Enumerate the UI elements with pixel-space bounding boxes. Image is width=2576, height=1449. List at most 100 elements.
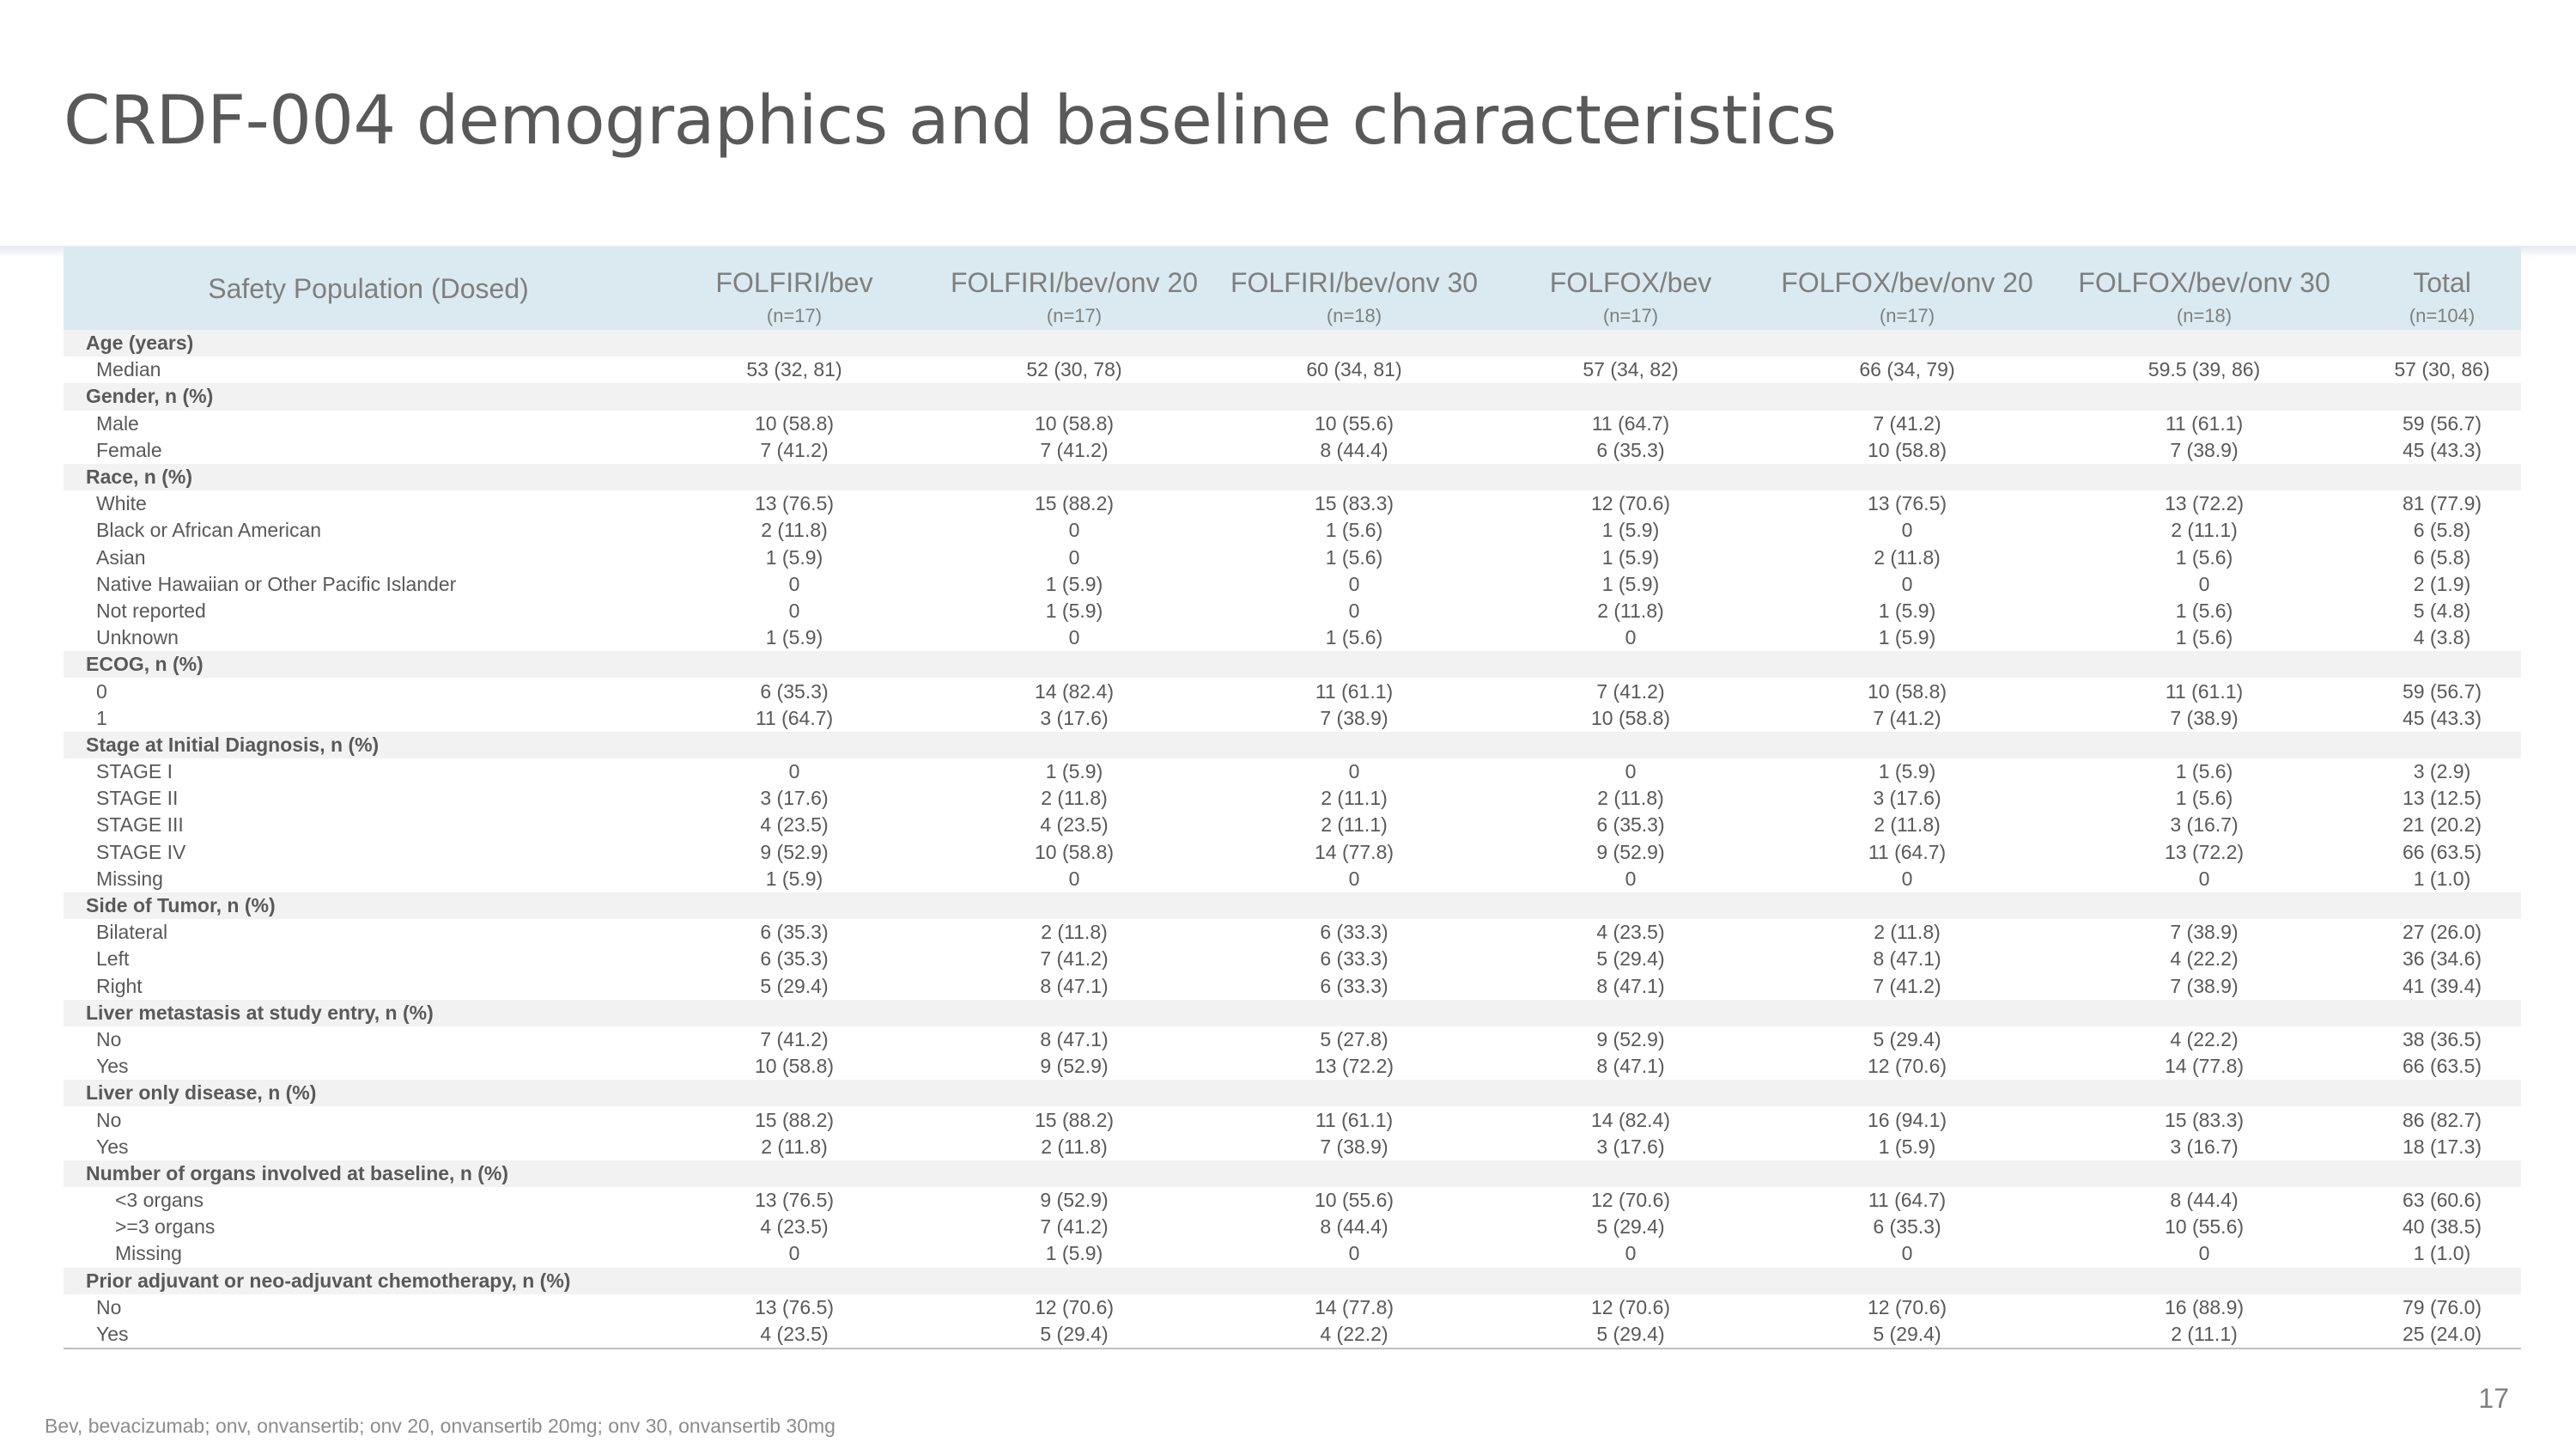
row-label: <3 organs — [115, 1189, 204, 1212]
section-empty-cell — [933, 463, 1216, 491]
table-cell: 16 (88.9) — [2164, 1295, 2245, 1318]
table-cell: 1 (5.6) — [2175, 545, 2233, 569]
table-cell: 8 (47.1) — [1596, 974, 1665, 997]
table-cell: 79 (76.0) — [2402, 1295, 2482, 1318]
table-cell: 6 (33.3) — [1320, 974, 1388, 997]
table-cell: 1 (5.6) — [2175, 626, 2233, 649]
header-row-counts: (n=17) (n=17) (n=18) (n=17) (n=17) (n=18… — [64, 302, 2521, 330]
table-cell: 13 (72.2) — [2164, 840, 2245, 863]
table-cell: 7 (38.9) — [2170, 974, 2239, 997]
section-empty-cell — [933, 731, 1216, 758]
section-empty-cell — [2363, 1080, 2521, 1107]
table-cell: 59 (56.7) — [2402, 679, 2482, 703]
section-empty-cell — [1769, 1080, 2045, 1107]
row-label: Right — [96, 974, 143, 997]
section-empty-cell — [933, 383, 1216, 411]
row-label: STAGE III — [96, 813, 184, 837]
table-cell: 1 (5.6) — [2175, 599, 2233, 622]
section-header-row: Prior adjuvant or neo-adjuvant chemother… — [64, 1267, 2521, 1294]
row-label: No — [96, 1108, 122, 1131]
table-cell: 12 (70.6) — [1590, 1189, 1671, 1212]
table-cell: 8 (44.4) — [1320, 438, 1388, 461]
table-cell: 5 (29.4) — [1873, 1027, 1941, 1050]
table-cell: 1 (5.9) — [1878, 1135, 1936, 1158]
section-empty-cell — [933, 999, 1216, 1026]
table-cell: 0 — [1625, 626, 1637, 649]
table-cell: 3 (16.7) — [2170, 1135, 2239, 1158]
table-cell: 0 — [788, 1242, 800, 1265]
section-empty-cell — [1769, 330, 2045, 357]
section-empty-cell — [933, 1160, 1216, 1187]
table-cell: 4 (3.8) — [2413, 626, 2471, 649]
table-cell: 15 (83.3) — [2164, 1108, 2245, 1131]
section-empty-cell — [1216, 651, 1492, 679]
table-body: Age (years) Median 53 (32, 81) 52 (30, 78) 6… — [64, 330, 2521, 1350]
table-cell: 0 — [788, 599, 800, 622]
section-empty-cell — [2363, 1267, 2521, 1294]
table-row: Yes 4 (23.5) 5 (29.4) 4 (22.2) 5 (29.4) 5 (29… — [64, 1320, 2521, 1350]
table-cell: 2 (11.8) — [1597, 787, 1664, 810]
table-cell: 6 (35.3) — [760, 921, 829, 944]
table-cell: 3 (17.6) — [1873, 787, 1941, 810]
table-cell: 2 (11.8) — [1041, 921, 1108, 944]
section-header-row: Number of organs involved at baseline, n… — [64, 1160, 2521, 1187]
section-label: Gender, n (%) — [64, 383, 656, 411]
section-label: Liver only disease, n (%) — [64, 1080, 656, 1107]
table-cell: 0 — [1348, 572, 1360, 595]
table-cell: 1 (5.9) — [1601, 545, 1660, 569]
table-cell: 5 (29.4) — [933, 1320, 1216, 1350]
table-cell: 0 — [2198, 1242, 2210, 1265]
table-cell: 8 (47.1) — [1040, 1027, 1109, 1050]
table-cell: 14 (82.4) — [1590, 1108, 1671, 1131]
table-row: No 13 (76.5) 12 (70.6) 14 (77.8) 12 (70.6) 12… — [64, 1294, 2521, 1321]
section-empty-cell — [1492, 463, 1769, 491]
table-cell: 11 (61.1) — [2165, 679, 2244, 703]
table-cell: 2 (11.1) — [2171, 519, 2238, 542]
table-cell: 36 (34.6) — [2402, 947, 2482, 971]
section-empty-cell — [1769, 651, 2045, 679]
table-cell: 10 (58.8) — [1034, 411, 1115, 435]
table-cell: 4 (22.2) — [2170, 1027, 2239, 1050]
table-cell: 57 (30, 86) — [2394, 358, 2490, 381]
table-cell: 4 (22.2) — [1216, 1320, 1492, 1350]
row-label: No — [96, 1295, 122, 1318]
table-cell: 14 (82.4) — [1034, 679, 1115, 703]
row-label: 0 — [96, 679, 107, 703]
table-cell: 0 — [1625, 760, 1637, 783]
table-cell: 7 (38.9) — [2170, 706, 2239, 729]
column-n: (n=18) — [1216, 302, 1492, 330]
section-empty-cell — [656, 651, 933, 679]
table-cell: 0 — [1068, 626, 1080, 649]
table-cell: 66 (63.5) — [2402, 840, 2482, 863]
table-cell: 0 — [1348, 760, 1360, 783]
table-cell: 7 (41.2) — [1873, 974, 1941, 997]
table-cell: 1 (5.6) — [1325, 626, 1383, 649]
table-cell: 1 (1.0) — [2413, 867, 2471, 890]
table-cell: 5 (27.8) — [1320, 1027, 1388, 1050]
table-cell: 6 (35.3) — [1873, 1215, 1941, 1239]
table-cell: 18 (17.3) — [2402, 1135, 2482, 1158]
table-cell: 38 (36.5) — [2402, 1027, 2482, 1050]
table-cell: 81 (77.9) — [2402, 492, 2482, 515]
section-empty-cell — [2363, 651, 2521, 679]
table-cell: 11 (64.7) — [1868, 1189, 1947, 1212]
table-cell: 5 (29.4) — [760, 974, 829, 997]
table-row: Native Hawaiian or Other Pacific Islande… — [64, 571, 2521, 598]
table-cell: 5 (29.4) — [1492, 1320, 1769, 1350]
table-cell: 4 (22.2) — [2170, 947, 2239, 971]
table-row: White 13 (76.5) 15 (88.2) 15 (83.3) 12 (70.6… — [64, 490, 2521, 517]
table-cell: 40 (38.5) — [2402, 1215, 2482, 1239]
table-cell: 0 — [1068, 867, 1080, 890]
row-label: Missing — [115, 1242, 182, 1265]
row-label: Not reported — [96, 599, 206, 622]
table-cell: 3 (2.9) — [2413, 760, 2471, 783]
section-label: Side of Tumor, n (%) — [64, 892, 656, 920]
table-cell: 10 (58.8) — [754, 1055, 835, 1078]
table-row: Female 7 (41.2) 7 (41.2) 8 (44.4) 6 (35.3) 10… — [64, 437, 2521, 464]
section-label: Race, n (%) — [64, 463, 656, 491]
table-cell: 14 (77.8) — [1314, 1295, 1394, 1318]
table-cell: 15 (88.2) — [1034, 492, 1115, 515]
table-cell: 45 (43.3) — [2402, 706, 2482, 729]
column-header: FOLFOX/bev/onv 30 — [2045, 247, 2363, 302]
table-cell: 0 — [1625, 1242, 1637, 1265]
